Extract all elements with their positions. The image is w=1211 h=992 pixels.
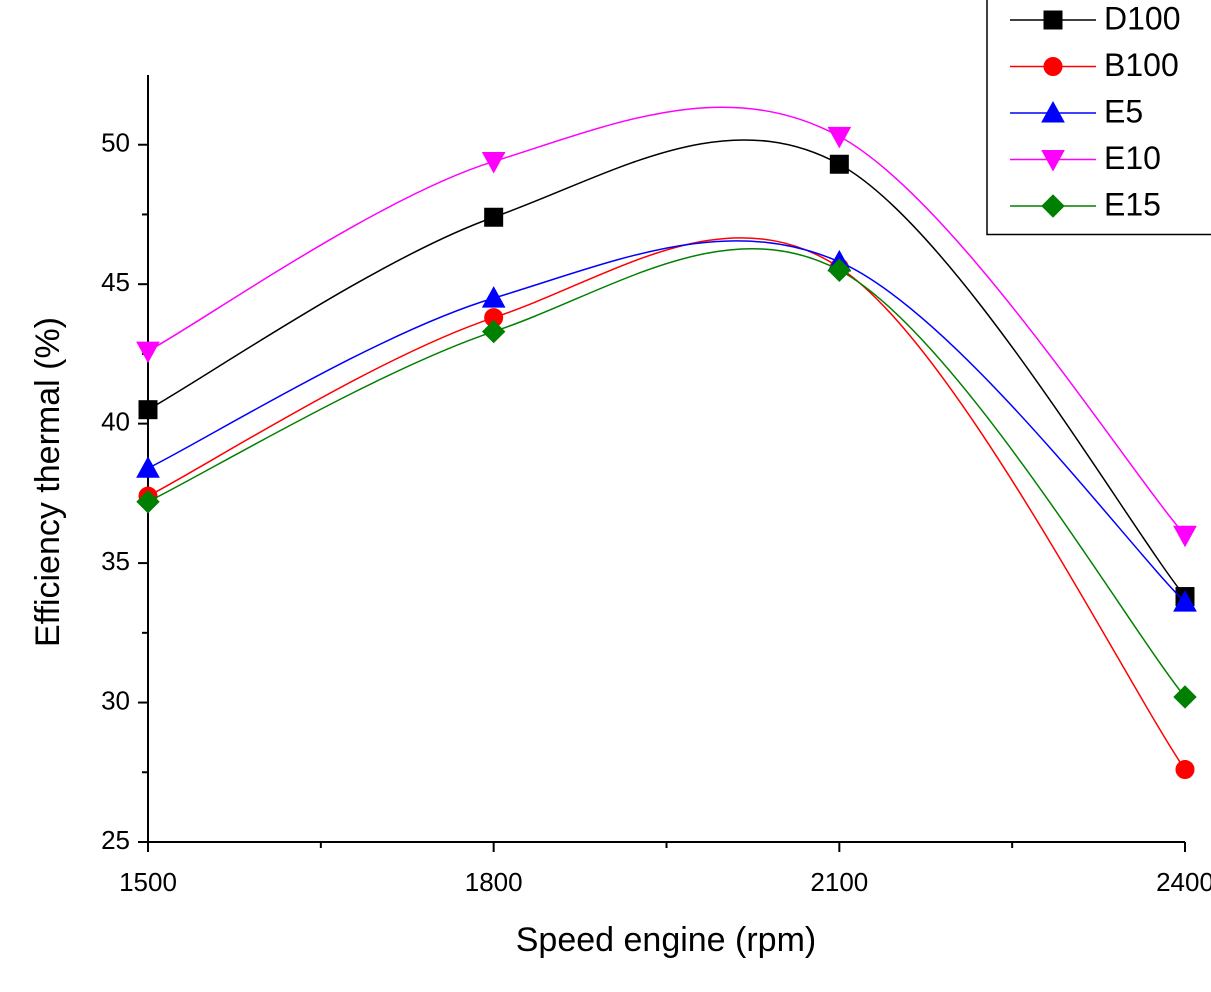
y-tick-label: 30 [101,685,130,715]
x-tick-label: 1500 [119,867,177,897]
marker [136,490,160,514]
legend-label: E5 [1104,93,1143,129]
marker [138,400,158,420]
y-tick-label: 40 [101,407,130,437]
marker [1173,590,1197,612]
legend: D100 B100 E5 E10 E15 [986,0,1211,236]
marker [481,286,506,308]
marker [484,207,504,227]
marker [1175,759,1195,779]
series-line [147,240,1186,603]
x-tick-label: 2400 [1156,867,1211,897]
marker [1173,525,1197,548]
series [136,240,1197,612]
marker [1173,685,1197,709]
series-line [147,139,1186,598]
y-tick-label: 35 [101,546,130,576]
y-tick-label: 45 [101,267,130,297]
x-tick-label: 1800 [465,867,523,897]
x-axis-label: Speed engine (rpm) [516,921,817,959]
marker [481,151,506,174]
marker [1041,100,1065,123]
series [136,247,1197,709]
marker [136,456,160,478]
y-tick-label: 25 [101,825,130,855]
marker [1043,10,1063,30]
marker [1041,194,1065,218]
legend-box [986,0,1211,236]
marker [1043,57,1063,76]
marker [136,341,160,364]
series [136,106,1197,548]
marker [827,258,852,282]
y-axis-label: Efficiency thermal (%) [29,317,67,647]
legend-label: E10 [1104,140,1161,176]
y-tick-label: 50 [101,128,130,158]
x-tick-label: 2100 [810,867,868,897]
legend-label: E15 [1104,186,1161,222]
series-line [147,247,1186,698]
marker [481,319,506,344]
legend-label: B100 [1104,47,1179,83]
marker [1041,150,1065,172]
legend-label: D100 [1104,0,1181,36]
series-line [147,106,1186,536]
series-line [147,237,1186,770]
marker [827,126,852,149]
marker [829,154,849,174]
